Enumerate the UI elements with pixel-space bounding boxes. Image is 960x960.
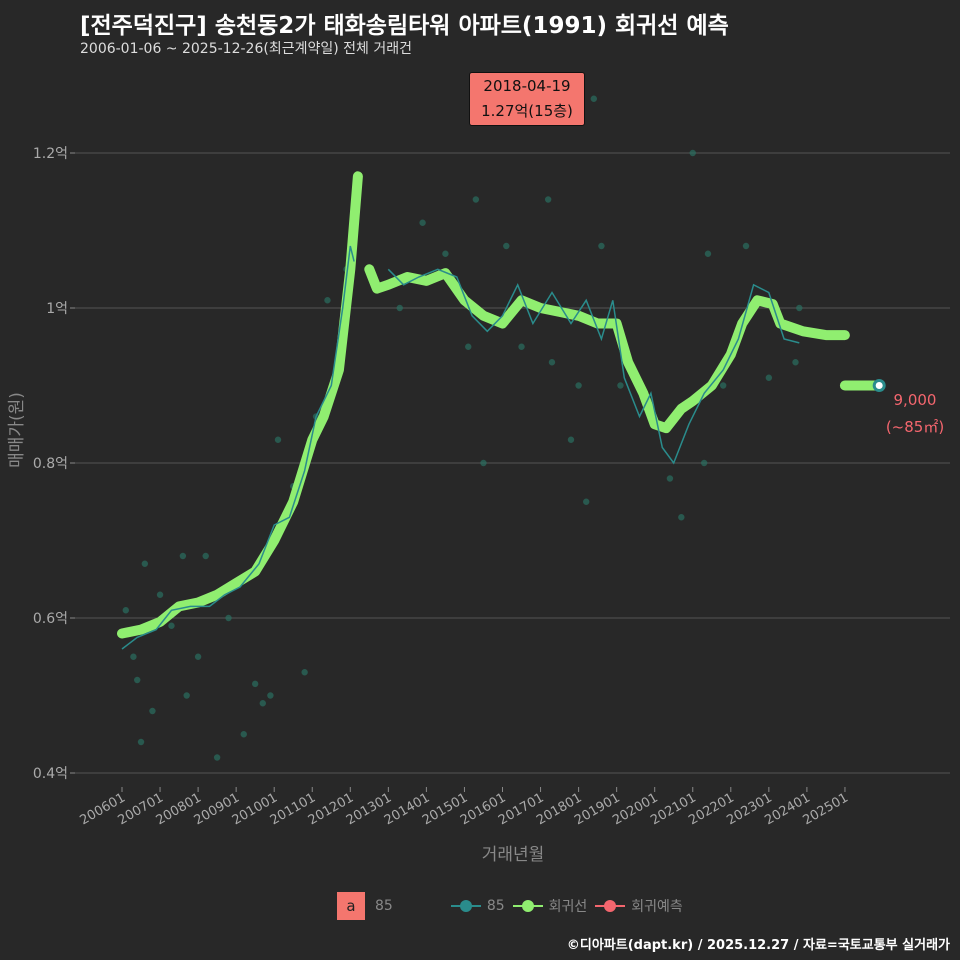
data-point (251, 680, 259, 688)
series-85-line (121, 245, 800, 650)
subtitle: 2006-01-06 ~ 2025-12-26(최근계약일) 전체 거래건 (80, 41, 412, 57)
data-point (130, 653, 137, 660)
y-tick-label: 0.6억 (33, 611, 68, 627)
data-point (202, 552, 209, 560)
data-point (617, 382, 624, 389)
data-point (465, 343, 472, 350)
end-value-label: 9,000 (894, 391, 937, 409)
regression-line (117, 171, 850, 639)
data-point (704, 250, 712, 257)
green-marker-icon (512, 900, 543, 912)
legend-label-box: a (337, 892, 365, 920)
data-point (324, 297, 331, 304)
y-axis-label: 매매가(원) (7, 392, 27, 468)
data-point (259, 700, 266, 707)
data-point (548, 359, 556, 366)
legend-item-regression: 회귀선 (512, 896, 587, 916)
data-point (134, 676, 141, 684)
legend-item-85: 85 (450, 898, 505, 914)
data-point (567, 436, 575, 443)
y-tick-label: 1.2억 (33, 146, 68, 162)
data-point (156, 591, 164, 598)
data-point (240, 731, 247, 738)
footer-credit: ©디아파트(dapt.kr) / 2025.12.27 / 자료=국토교통부 실… (566, 938, 950, 953)
data-point (742, 242, 750, 250)
data-point (544, 196, 552, 203)
data-point (575, 382, 582, 389)
data-point (689, 149, 696, 157)
data-point (122, 607, 130, 614)
max-annotation: 2018-04-19 1.27억(15층) (469, 72, 585, 126)
legend-label-text: 85 (375, 898, 393, 914)
data-point (765, 374, 773, 381)
legend-item-prediction: 회귀예측 (595, 896, 683, 916)
data-point (590, 95, 598, 102)
data-point (480, 459, 487, 467)
data-point (442, 250, 449, 257)
data-point (213, 754, 221, 761)
data-point (700, 459, 708, 467)
data-point (168, 622, 175, 629)
y-tick-label: 0.8억 (33, 456, 68, 472)
annotation-date: 2018-04-19 (483, 77, 571, 95)
data-point (225, 614, 232, 622)
page-title: [전주덕진구] 송천동2가 태화송림타워 아파트(1991) 회귀선 예측 (80, 13, 729, 39)
legend: a 85 85 회귀선 회귀예측 (337, 892, 683, 920)
data-point (792, 359, 799, 366)
data-point (149, 707, 156, 715)
data-point (396, 304, 403, 312)
teal-marker-icon (450, 900, 481, 912)
red-marker-icon (595, 900, 626, 912)
y-tick-label: 0.4억 (33, 766, 68, 782)
data-point (598, 242, 605, 250)
data-point (301, 669, 308, 676)
data-point (137, 738, 145, 746)
data-point (666, 475, 674, 482)
data-point (419, 219, 426, 226)
data-point (503, 242, 510, 250)
data-point (583, 498, 590, 505)
data-point (518, 343, 525, 350)
data-point (274, 436, 282, 443)
prediction-end-marker (872, 379, 886, 392)
data-point (267, 692, 274, 699)
y-tick-label: 1억 (46, 301, 68, 317)
data-point (141, 560, 149, 567)
data-point (472, 196, 480, 203)
data-point (179, 552, 187, 560)
data-point (796, 304, 803, 312)
x-axis-label: 거래년월 (482, 845, 545, 865)
data-point (183, 692, 190, 699)
annotation-value: 1.27억(15층) (481, 102, 573, 120)
data-point (719, 382, 727, 389)
data-point (194, 653, 202, 660)
end-area-label: (~85㎡) (886, 418, 944, 436)
data-point (678, 514, 685, 521)
